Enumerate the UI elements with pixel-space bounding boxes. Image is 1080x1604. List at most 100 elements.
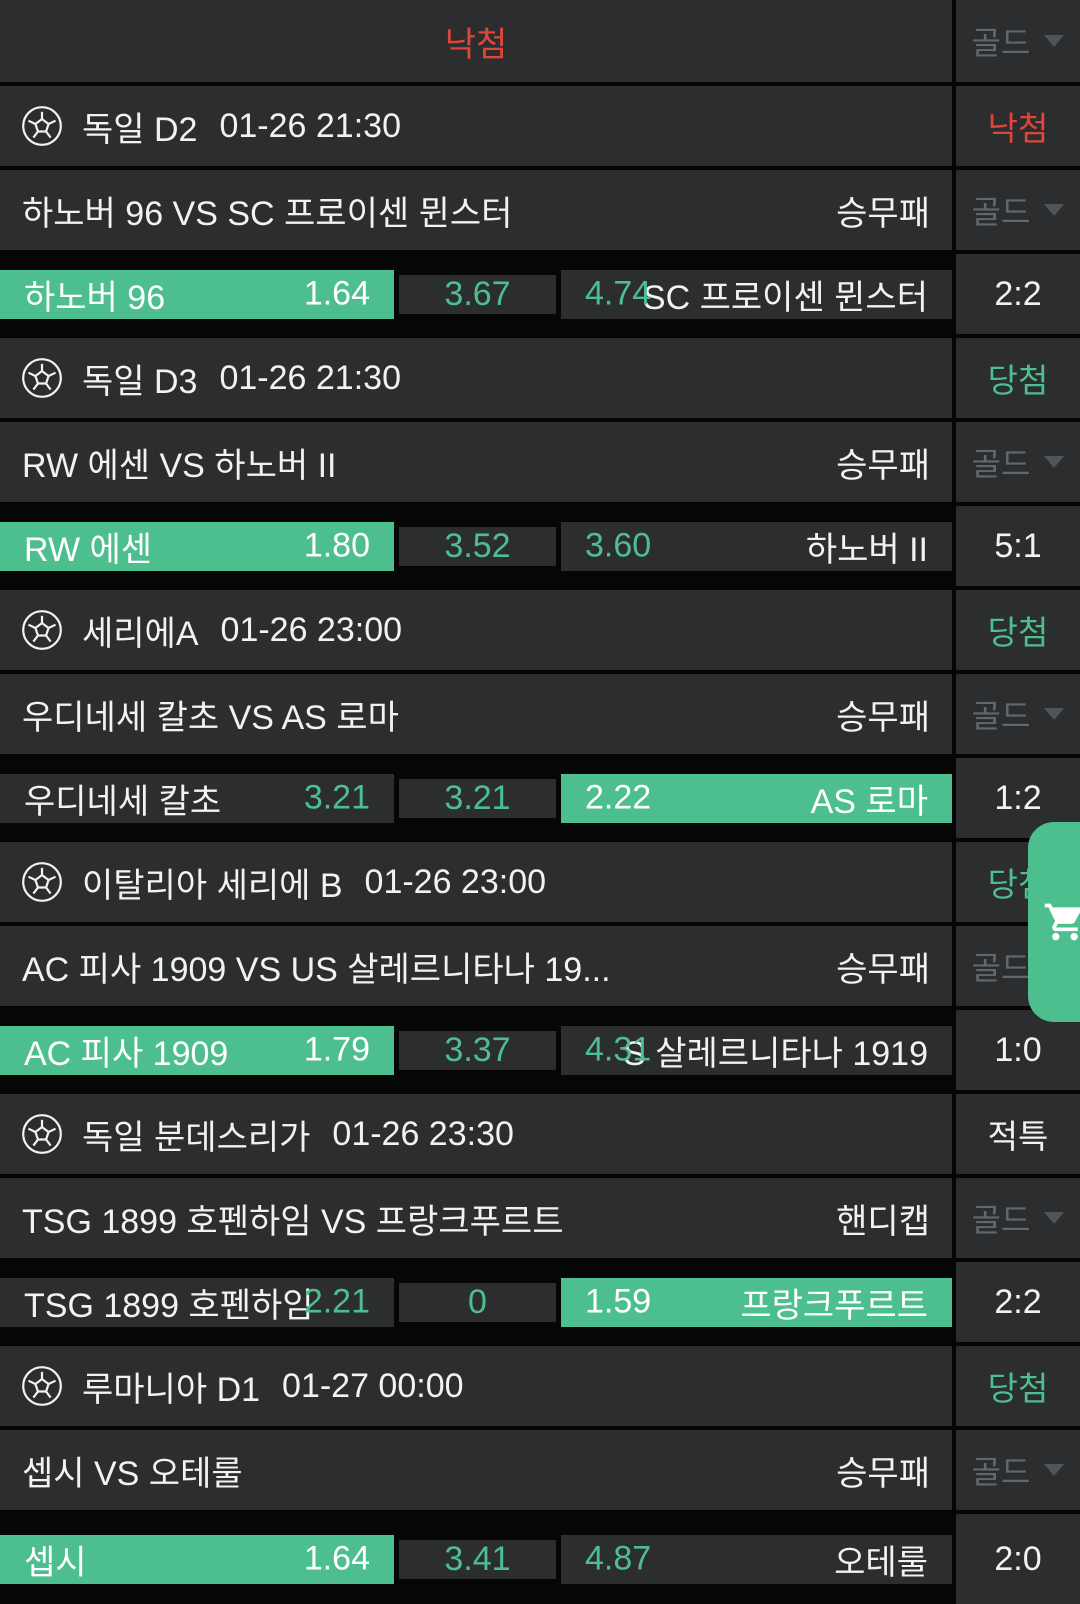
home-team-name: 셉시 (24, 1543, 87, 1582)
gold-dropdown-label: 골드 (971, 1454, 1031, 1490)
chevron-down-icon (1044, 1212, 1065, 1224)
draw-odds-cell[interactable]: 3.37 (399, 1030, 556, 1070)
home-odds-value: 1.64 (303, 274, 370, 313)
home-odds-cell[interactable]: AC 피사 1909 1.79 (0, 1025, 394, 1075)
match-title: 셉시 VS 오테룰 (22, 1454, 243, 1493)
soccer-ball-icon (20, 860, 64, 904)
match-title: AC 피사 1909 VS US 살레르니타나 19... (22, 950, 611, 989)
bet-type-label: 승무패 (836, 194, 930, 233)
match-score: 2:0 (956, 1514, 1080, 1604)
home-team-name: TSG 1899 호펜하임 (24, 1286, 314, 1325)
away-team-name: S 살레르니타나 1919 (623, 1034, 928, 1073)
league-name: 이탈리아 세리에 B (82, 866, 343, 905)
odds-row: TSG 1899 호펜하임 2.21 0 1.59 프랑크푸르트 2:2 (0, 1262, 1080, 1342)
home-odds-cell[interactable]: RW 에센 1.80 (0, 521, 394, 571)
draw-odds-value: 3.37 (444, 1030, 511, 1069)
gold-dropdown-label: 골드 (971, 446, 1031, 482)
match-title: 하노버 96 VS SC 프로이센 뮌스터 (22, 194, 513, 233)
away-odds-value: 3.60 (585, 526, 652, 565)
gold-dropdown-label: 골드 (971, 698, 1031, 734)
gold-dropdown-label: 골드 (971, 1202, 1031, 1238)
odds-row: RW 에센 1.80 3.52 3.60 하노버 II 5:1 (0, 506, 1080, 586)
gold-dropdown-label: 골드 (971, 194, 1031, 230)
home-odds-value: 3.21 (303, 778, 370, 817)
away-odds-value: 4.31 (585, 1030, 652, 1069)
home-team-name: AC 피사 1909 (24, 1034, 229, 1073)
match-title: TSG 1899 호펜하임 VS 프랑크푸르트 (22, 1202, 564, 1241)
league-name: 독일 분데스리가 (82, 1118, 311, 1157)
match-score: 2:2 (956, 254, 1080, 334)
bet-type-label: 승무패 (836, 1454, 930, 1493)
match-datetime: 01-26 21:30 (219, 358, 401, 397)
away-odds-cell[interactable]: 3.60 하노버 II (561, 521, 952, 571)
draw-odds-cell[interactable]: 3.52 (399, 526, 556, 566)
odds-row: 우디네세 칼초 3.21 3.21 2.22 AS 로마 1:2 (0, 758, 1080, 838)
gold-dropdown[interactable]: 골드 (956, 1430, 1080, 1510)
soccer-ball-icon (20, 1112, 64, 1156)
match-title: 우디네세 칼초 VS AS 로마 (22, 698, 399, 737)
match-title: RW 에센 VS 하노버 II (22, 446, 337, 485)
gold-dropdown[interactable]: 골드 (956, 674, 1080, 754)
gold-dropdown[interactable]: 골드 (956, 1178, 1080, 1258)
away-team-name: AS 로마 (810, 782, 928, 821)
match-datetime: 01-26 21:30 (219, 106, 401, 145)
bet-type-label: 승무패 (836, 446, 930, 485)
draw-odds-cell[interactable]: 0 (399, 1282, 556, 1322)
league-name: 독일 D3 (82, 362, 198, 401)
draw-odds-value: 0 (468, 1282, 487, 1321)
away-team-name: 프랑크푸르트 (740, 1286, 928, 1325)
gold-dropdown[interactable]: 골드 (956, 170, 1080, 250)
draw-odds-value: 3.21 (444, 778, 511, 817)
home-odds-value: 1.79 (303, 1030, 370, 1069)
draw-odds-cell[interactable]: 3.67 (399, 274, 556, 314)
league-header-row: 루마니아 D1 01-27 00:00 당첨 (0, 1346, 1080, 1426)
match-title-row: 하노버 96 VS SC 프로이센 뮌스터 승무패 골드 (0, 170, 1080, 250)
odds-row: AC 피사 1909 1.79 3.37 4.31 S 살레르니타나 1919 … (0, 1010, 1080, 1090)
draw-odds-value: 3.67 (444, 274, 511, 313)
bet-type-label: 승무패 (836, 950, 930, 989)
away-odds-cell[interactable]: 2.22 AS 로마 (561, 773, 952, 823)
league-header-row: 세리에A 01-26 23:00 당첨 (0, 590, 1080, 670)
draw-odds-value: 3.52 (444, 526, 511, 565)
bet-type-label: 핸디캡 (836, 1202, 930, 1241)
odds-row: 하노버 96 1.64 3.67 4.74 SC 프로이센 뮌스터 2:2 (0, 254, 1080, 334)
away-team-name: 오테룰 (834, 1543, 928, 1582)
draw-odds-cell[interactable]: 3.41 (399, 1539, 556, 1579)
away-team-name: 하노버 II (805, 530, 928, 569)
away-odds-cell[interactable]: 4.31 S 살레르니타나 1919 (561, 1025, 952, 1075)
away-odds-value: 4.74 (585, 274, 652, 313)
away-odds-cell[interactable]: 4.87 오테룰 (561, 1534, 952, 1584)
away-odds-value: 4.87 (585, 1539, 652, 1578)
away-odds-value: 2.22 (585, 778, 652, 817)
chevron-down-icon (1044, 708, 1065, 720)
bet-type-label: 승무패 (836, 698, 930, 737)
home-odds-value: 1.64 (303, 1539, 370, 1578)
bet-status-badge: 당첨 (956, 1346, 1080, 1426)
cart-button[interactable] (1028, 822, 1080, 1022)
home-odds-value: 1.80 (303, 526, 370, 565)
odds-row: 셉시 1.64 3.41 4.87 오테룰 2:0 (0, 1514, 1080, 1604)
home-odds-cell[interactable]: 하노버 96 1.64 (0, 269, 394, 319)
league-header-row: 독일 D3 01-26 21:30 당첨 (0, 338, 1080, 418)
gold-dropdown[interactable]: 골드 (956, 0, 1080, 82)
home-odds-cell[interactable]: 셉시 1.64 (0, 1534, 394, 1584)
soccer-ball-icon (20, 104, 64, 148)
gold-dropdown-label: 골드 (971, 950, 1031, 986)
away-odds-cell[interactable]: 4.74 SC 프로이센 뮌스터 (561, 269, 952, 319)
home-odds-cell[interactable]: 우디네세 칼초 3.21 (0, 773, 394, 823)
gold-dropdown[interactable]: 골드 (956, 422, 1080, 502)
draw-odds-value: 3.41 (444, 1539, 511, 1578)
bet-status-badge: 낙첨 (956, 86, 1080, 166)
slip-result-area: 낙첨 (0, 0, 952, 82)
away-team-name: SC 프로이센 뮌스터 (642, 278, 928, 317)
match-datetime: 01-27 00:00 (282, 1366, 464, 1405)
slip-header-row: 낙첨 골드 (0, 0, 1080, 82)
bet-status-badge: 당첨 (956, 338, 1080, 418)
chevron-down-icon (1044, 456, 1065, 468)
away-odds-cell[interactable]: 1.59 프랑크푸르트 (561, 1277, 952, 1327)
draw-odds-cell[interactable]: 3.21 (399, 778, 556, 818)
match-title-row: TSG 1899 호펜하임 VS 프랑크푸르트 핸디캡 골드 (0, 1178, 1080, 1258)
home-odds-cell[interactable]: TSG 1899 호펜하임 2.21 (0, 1277, 394, 1327)
gold-dropdown-label: 골드 (971, 25, 1031, 61)
